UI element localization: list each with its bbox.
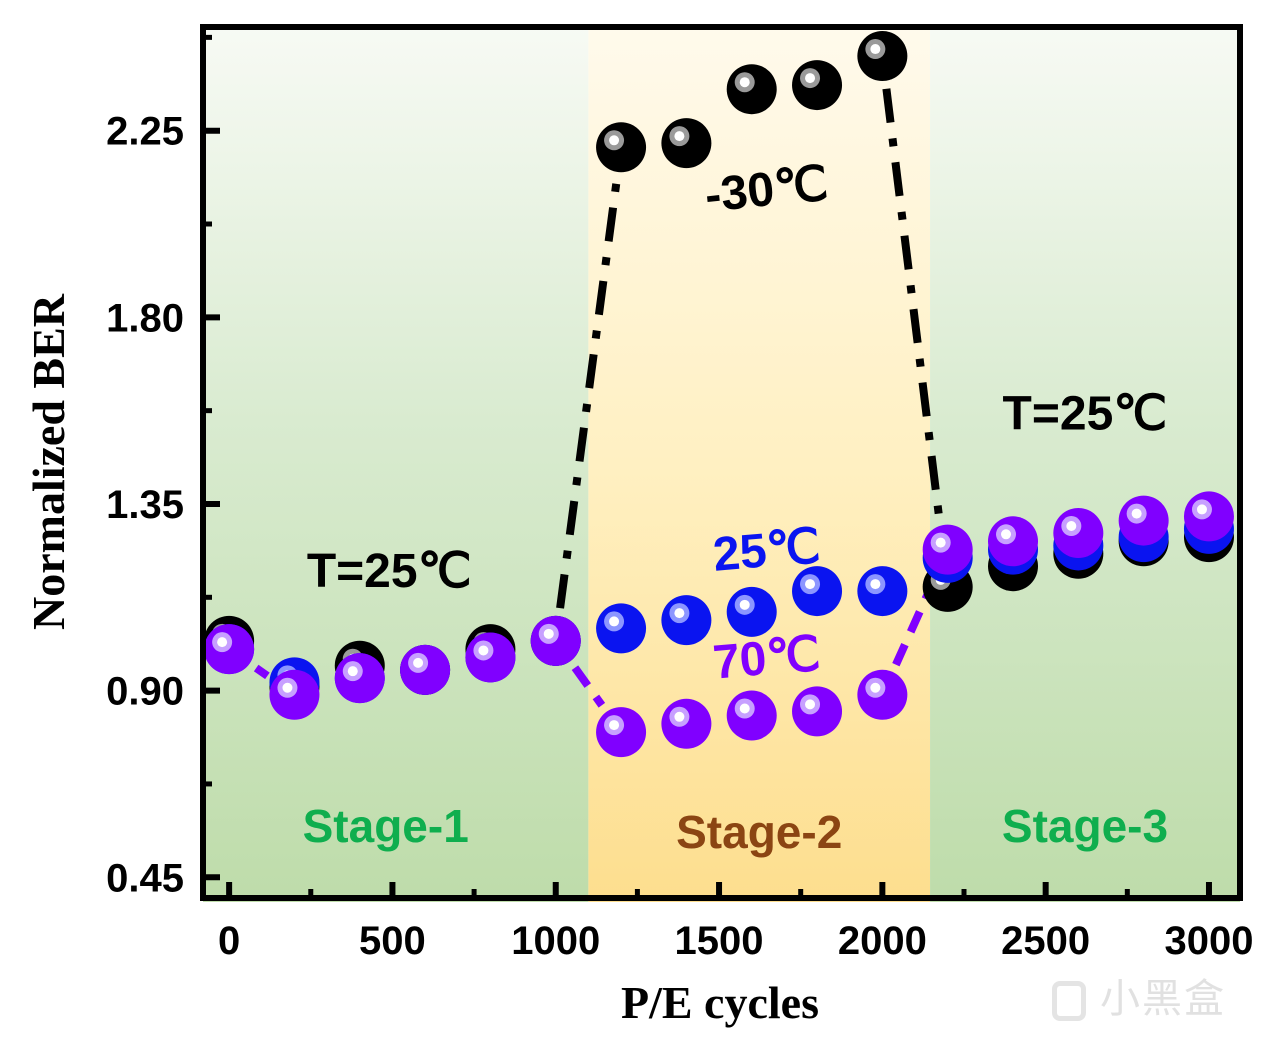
x-tick-label-3000: 3000 [1164, 919, 1253, 963]
stage-bands [203, 27, 1240, 902]
data-point-70c-1400 [661, 698, 712, 749]
annotation-4: T=25℃ [1003, 387, 1168, 440]
marker-shine [739, 703, 750, 714]
marker-shine [1196, 504, 1207, 515]
y-tick-label-0.45: 0.45 [106, 856, 184, 900]
x-tick-label-1000: 1000 [511, 919, 600, 963]
stage-label-2: Stage-2 [676, 806, 842, 858]
annotation-1: -30℃ [702, 157, 830, 223]
x-tick-label-2000: 2000 [838, 919, 927, 963]
data-point-minus30c-1200 [596, 122, 647, 173]
data-point-70c-800 [465, 632, 516, 683]
data-point-70c-2800 [1118, 495, 1169, 546]
annotations: T=25℃ -30℃ 25℃ 70℃ T=25℃ [307, 157, 1167, 690]
data-point-70c-200 [269, 669, 320, 720]
marker-shine [935, 537, 946, 548]
data-point-70c-600 [400, 644, 451, 695]
marker-shine [413, 657, 424, 668]
marker-shine [870, 682, 881, 693]
marker-shine [805, 579, 816, 590]
y-tick-label-1.35: 1.35 [106, 483, 184, 527]
marker-shine [739, 77, 750, 88]
x-tick-label-0: 0 [218, 919, 240, 963]
marker-shine [609, 135, 620, 146]
marker-shine [282, 682, 293, 693]
series-line-0-segment-1 [882, 88, 948, 555]
data-points [204, 31, 1234, 758]
stage-label-3: Stage-3 [1002, 800, 1168, 852]
data-point-70c-2200 [922, 524, 973, 575]
data-point-25c-2000 [857, 566, 908, 617]
data-point-minus30c-2000 [857, 31, 908, 82]
data-point-70c-3000 [1183, 491, 1234, 542]
marker-shine [739, 599, 750, 610]
watermark-text: 小黑盒 [1100, 976, 1226, 1022]
marker-shine [1001, 529, 1012, 540]
stage-band-3 [930, 27, 1240, 902]
axes: 0 500 1000 1500 2000 2500 3000 0.45 0.90 1.35 1.80… [106, 24, 1253, 963]
stage-band-1 [203, 27, 589, 902]
stage-label-1: Stage-1 [303, 800, 469, 852]
data-point-70c-1600 [726, 690, 777, 741]
x-tick-label-500: 500 [359, 919, 426, 963]
y-tick-label-1.8: 1.80 [106, 296, 184, 340]
marker-shine [870, 44, 881, 55]
marker-shine [674, 131, 685, 142]
data-point-70c-2000 [857, 669, 908, 720]
data-point-25c-1400 [661, 595, 712, 646]
marker-shine [1066, 521, 1077, 532]
x-tick-label-2500: 2500 [1001, 919, 1090, 963]
y-tick-label-2.25: 2.25 [106, 110, 184, 154]
marker-shine [805, 699, 816, 710]
y-tick-label-0.9: 0.90 [106, 670, 184, 714]
y-axis-title: Normalized BER [23, 293, 74, 630]
annotation-3: 70℃ [711, 628, 823, 690]
marker-shine [478, 645, 489, 656]
x-axis-title: P/E cycles [621, 977, 819, 1028]
data-point-25c-1800 [792, 566, 843, 617]
marker-shine [674, 711, 685, 722]
data-point-70c-400 [334, 653, 385, 704]
stage-labels: Stage-1 Stage-2 Stage-3 [303, 800, 1168, 858]
marker-shine [805, 73, 816, 84]
data-point-70c-2600 [1053, 508, 1104, 559]
watermark-logo-icon [1052, 981, 1086, 1021]
data-point-25c-1200 [596, 603, 647, 654]
marker-shine [543, 628, 554, 639]
marker-shine [347, 666, 358, 677]
marker-shine [217, 637, 228, 648]
data-point-minus30c-1600 [726, 64, 777, 115]
series-line-2-segment-0 [253, 664, 270, 680]
data-point-70c-1200 [596, 707, 647, 758]
annotation-0: T=25℃ [307, 545, 472, 598]
data-point-70c-2400 [988, 516, 1039, 567]
marker-shine [609, 720, 620, 731]
data-point-70c-0 [204, 624, 255, 675]
marker-shine [1131, 508, 1142, 519]
watermark: 小黑盒 [1052, 966, 1226, 1024]
marker-shine [674, 608, 685, 619]
data-point-minus30c-1400 [661, 118, 712, 169]
x-tick-label-1500: 1500 [675, 919, 764, 963]
data-point-25c-1600 [726, 586, 777, 637]
marker-shine [870, 579, 881, 590]
stage-band-2 [588, 27, 931, 902]
data-point-70c-1800 [792, 686, 843, 737]
data-point-minus30c-1800 [792, 60, 843, 111]
data-point-70c-1000 [530, 615, 581, 666]
annotation-2: 25℃ [711, 520, 823, 582]
series-line-2-segment-1 [571, 665, 606, 708]
marker-shine [609, 616, 620, 627]
